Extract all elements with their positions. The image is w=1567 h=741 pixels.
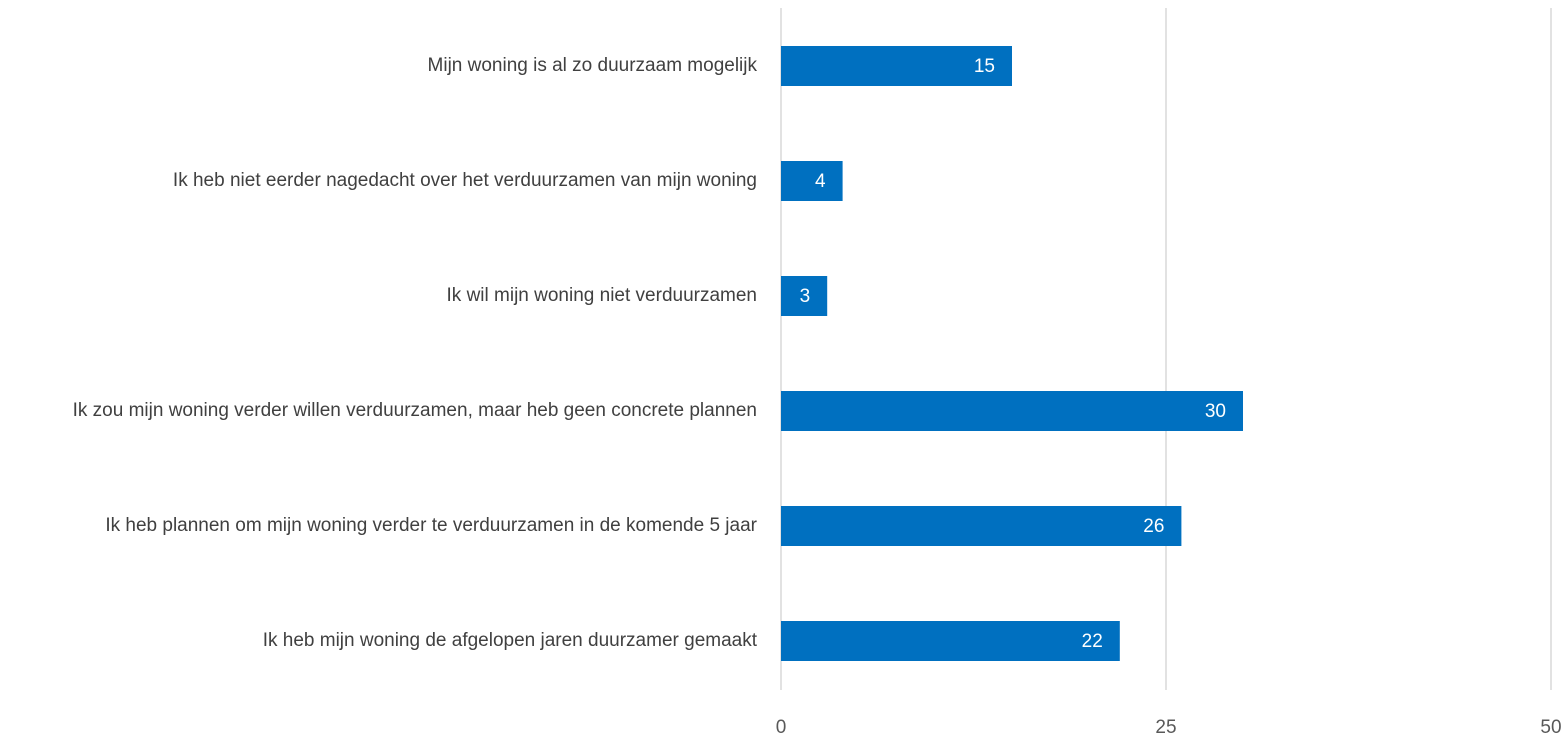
data-label: 26: [1143, 516, 1164, 537]
bar: [781, 621, 1120, 661]
x-tick-label: 0: [776, 717, 787, 738]
bar: [781, 161, 843, 201]
x-tick-label: 50: [1540, 717, 1561, 738]
bar: [781, 276, 828, 316]
data-label: 30: [1205, 401, 1226, 422]
category-label: Mijn woning is al zo duurzaam mogelijk: [427, 55, 757, 76]
data-label: 15: [974, 56, 995, 77]
bar: [781, 46, 1012, 86]
data-label: 3: [800, 286, 811, 307]
data-label: 4: [815, 171, 826, 192]
category-label: Ik heb mijn woning de afgelopen jaren du…: [262, 630, 757, 651]
category-label: Ik heb niet eerder nagedacht over het ve…: [172, 170, 757, 191]
category-label: Ik wil mijn woning niet verduurzamen: [446, 285, 757, 306]
category-label: Ik heb plannen om mijn woning verder te …: [105, 515, 757, 536]
category-label: Ik zou mijn woning verder willen verduur…: [72, 400, 757, 421]
bar: [781, 506, 1182, 546]
data-label: 22: [1082, 631, 1103, 652]
bar: [781, 391, 1243, 431]
x-tick-label: 25: [1155, 717, 1176, 738]
